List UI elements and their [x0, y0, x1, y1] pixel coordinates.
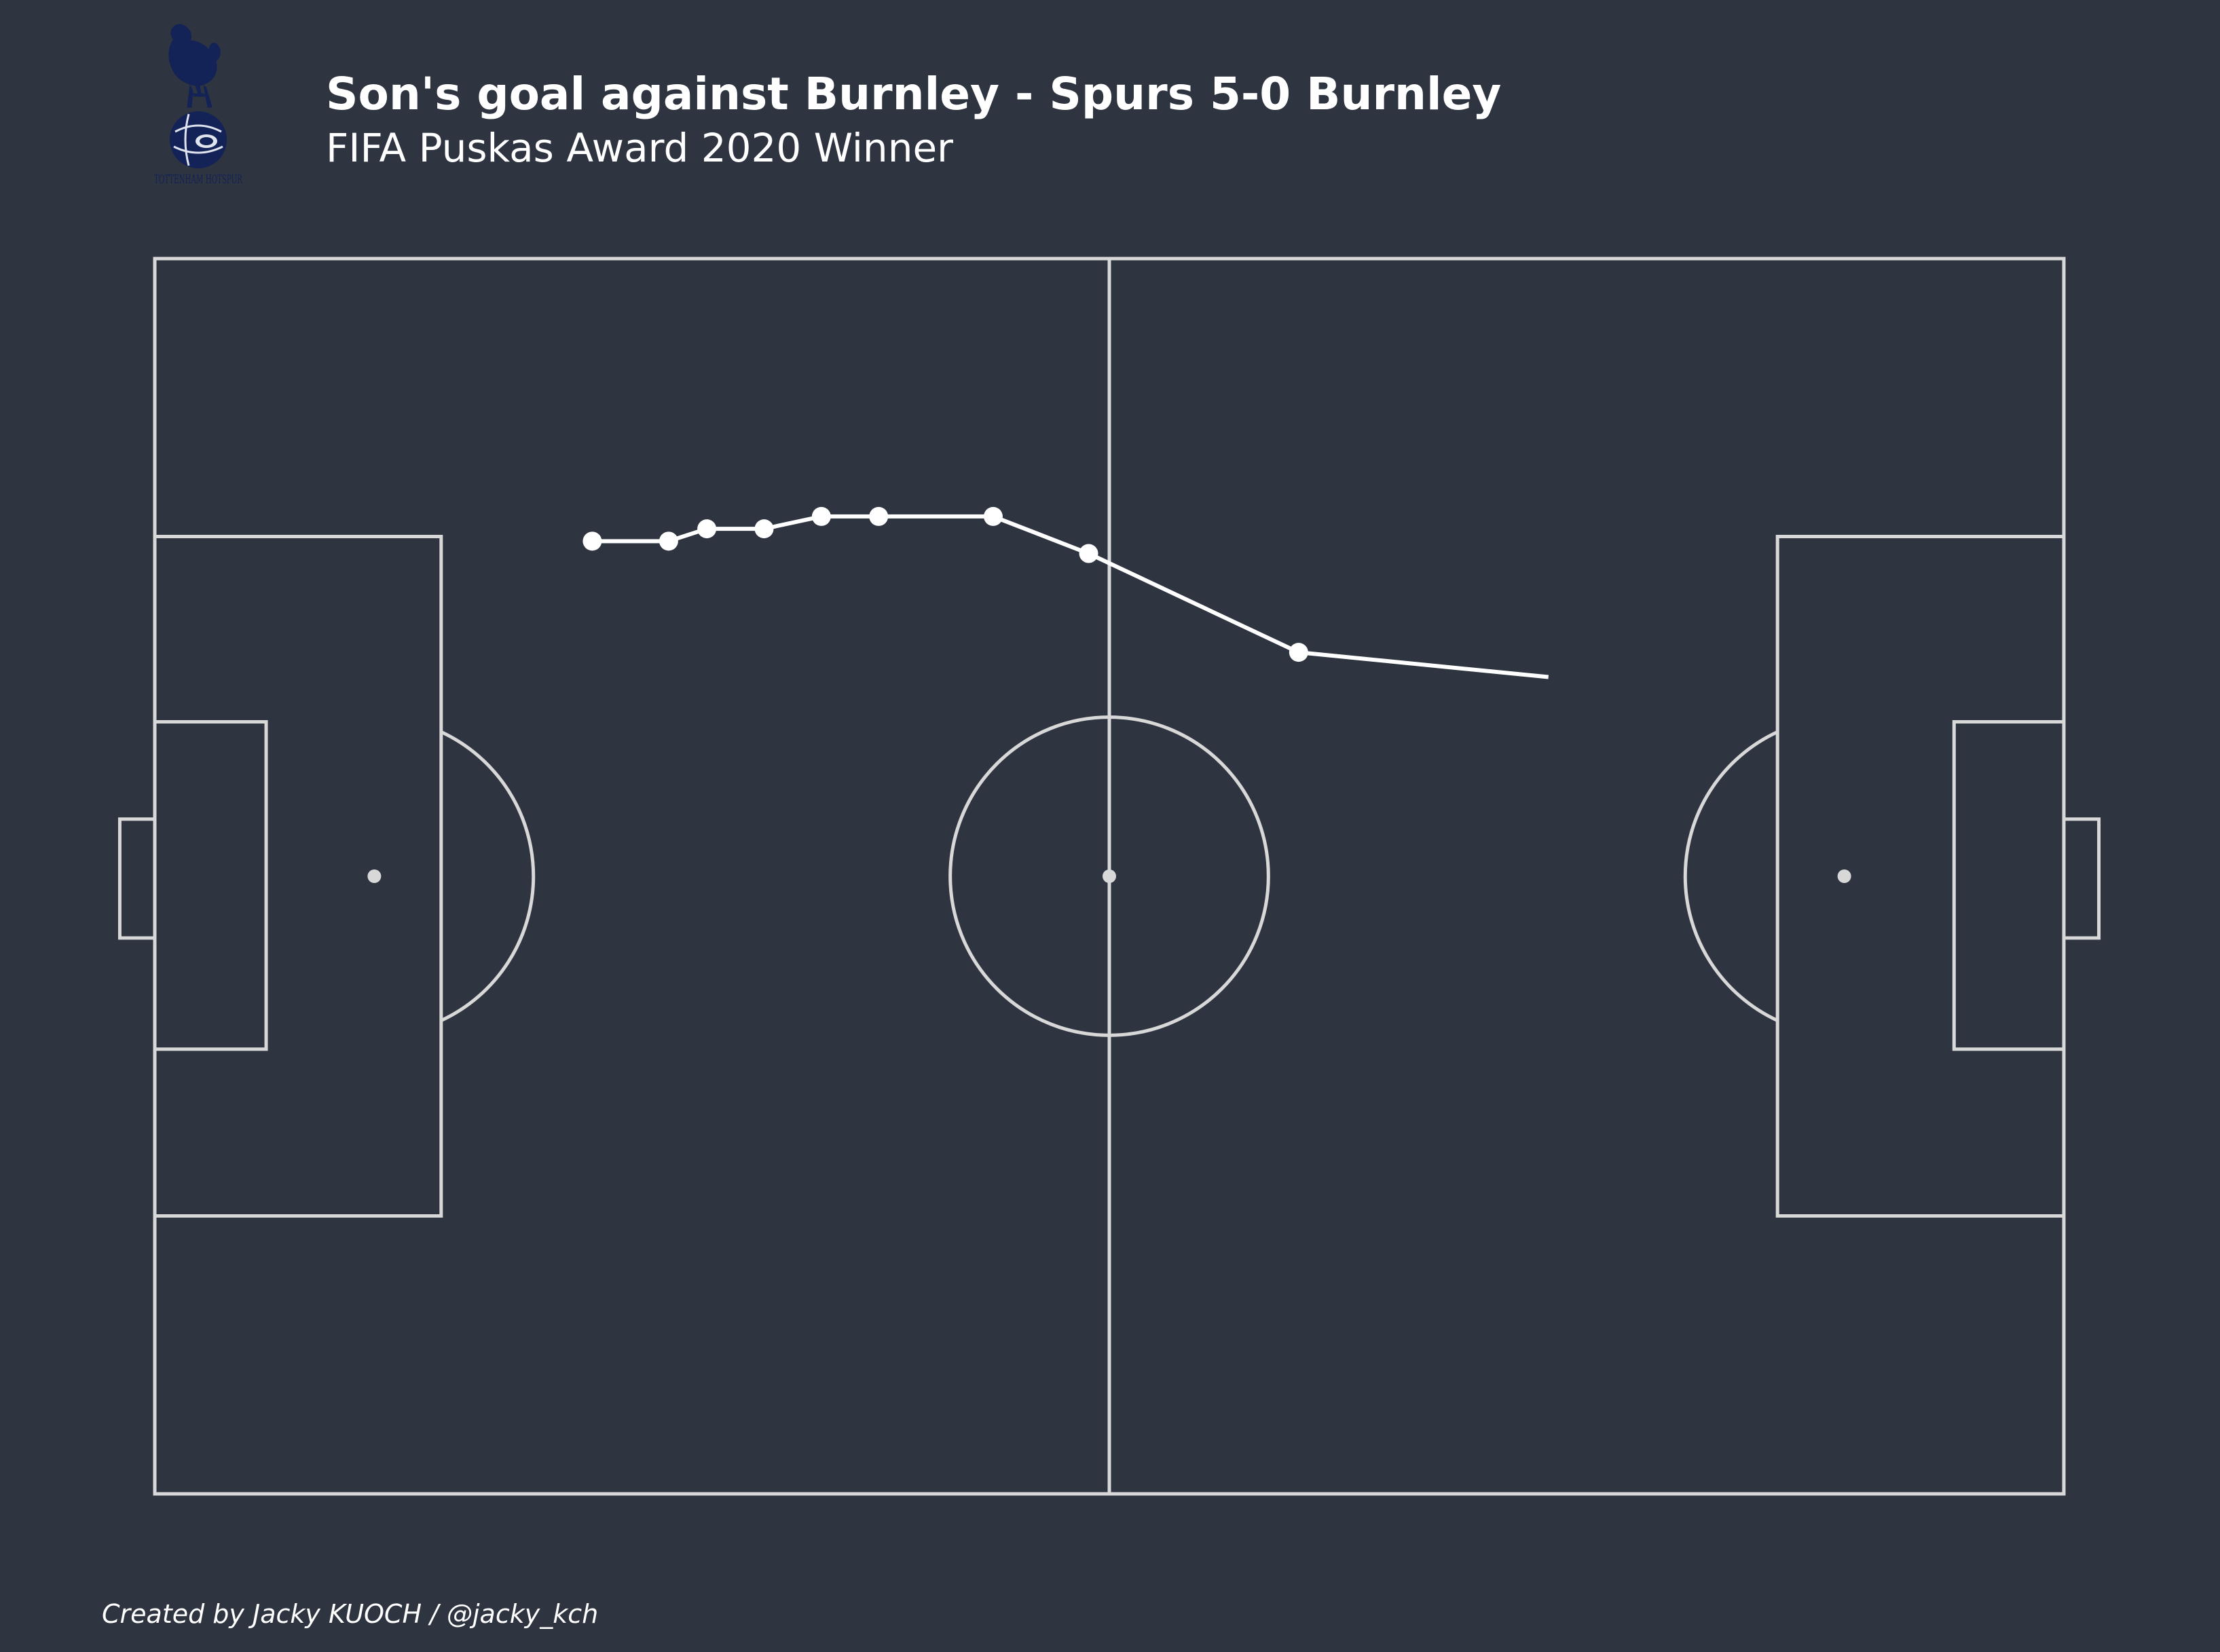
dribble-track [582, 506, 1549, 679]
track-point [983, 506, 1003, 526]
tottenham-crest-icon: TOTTENHAM HOTSPUR [154, 24, 242, 187]
track-point [697, 519, 717, 539]
chart-subtitle: FIFA Puskas Award 2020 Winner [326, 125, 953, 171]
left-penalty-area [153, 535, 443, 1218]
track-line [592, 514, 1549, 679]
track-point [659, 531, 678, 551]
right-six-yard-box [1952, 720, 2066, 1051]
left-penalty-arc [440, 730, 536, 1022]
left-penalty-spot [367, 869, 382, 883]
centre-circle [948, 715, 1270, 1037]
track-point [869, 506, 889, 526]
left-goal [117, 817, 157, 940]
right-penalty-arc [1683, 730, 1779, 1022]
left-six-yard-box [153, 720, 268, 1051]
author-credit: Created by Jacky KUOCH / @jacky_kch [102, 1599, 599, 1629]
centre-spot [1103, 869, 1116, 883]
crest-wordmark: TOTTENHAM HOTSPUR [154, 172, 242, 187]
track-point [1079, 544, 1098, 563]
track-point [1289, 643, 1308, 662]
right-penalty-spot [1837, 869, 1851, 883]
chart-title: Son's goal against Burnley - Spurs 5-0 B… [326, 68, 1502, 120]
track-point [811, 506, 831, 526]
right-goal [2062, 817, 2101, 940]
track-point [582, 531, 602, 551]
pitch-markings [117, 257, 2101, 1496]
right-penalty-area [1775, 535, 2066, 1218]
track-point [754, 519, 774, 539]
